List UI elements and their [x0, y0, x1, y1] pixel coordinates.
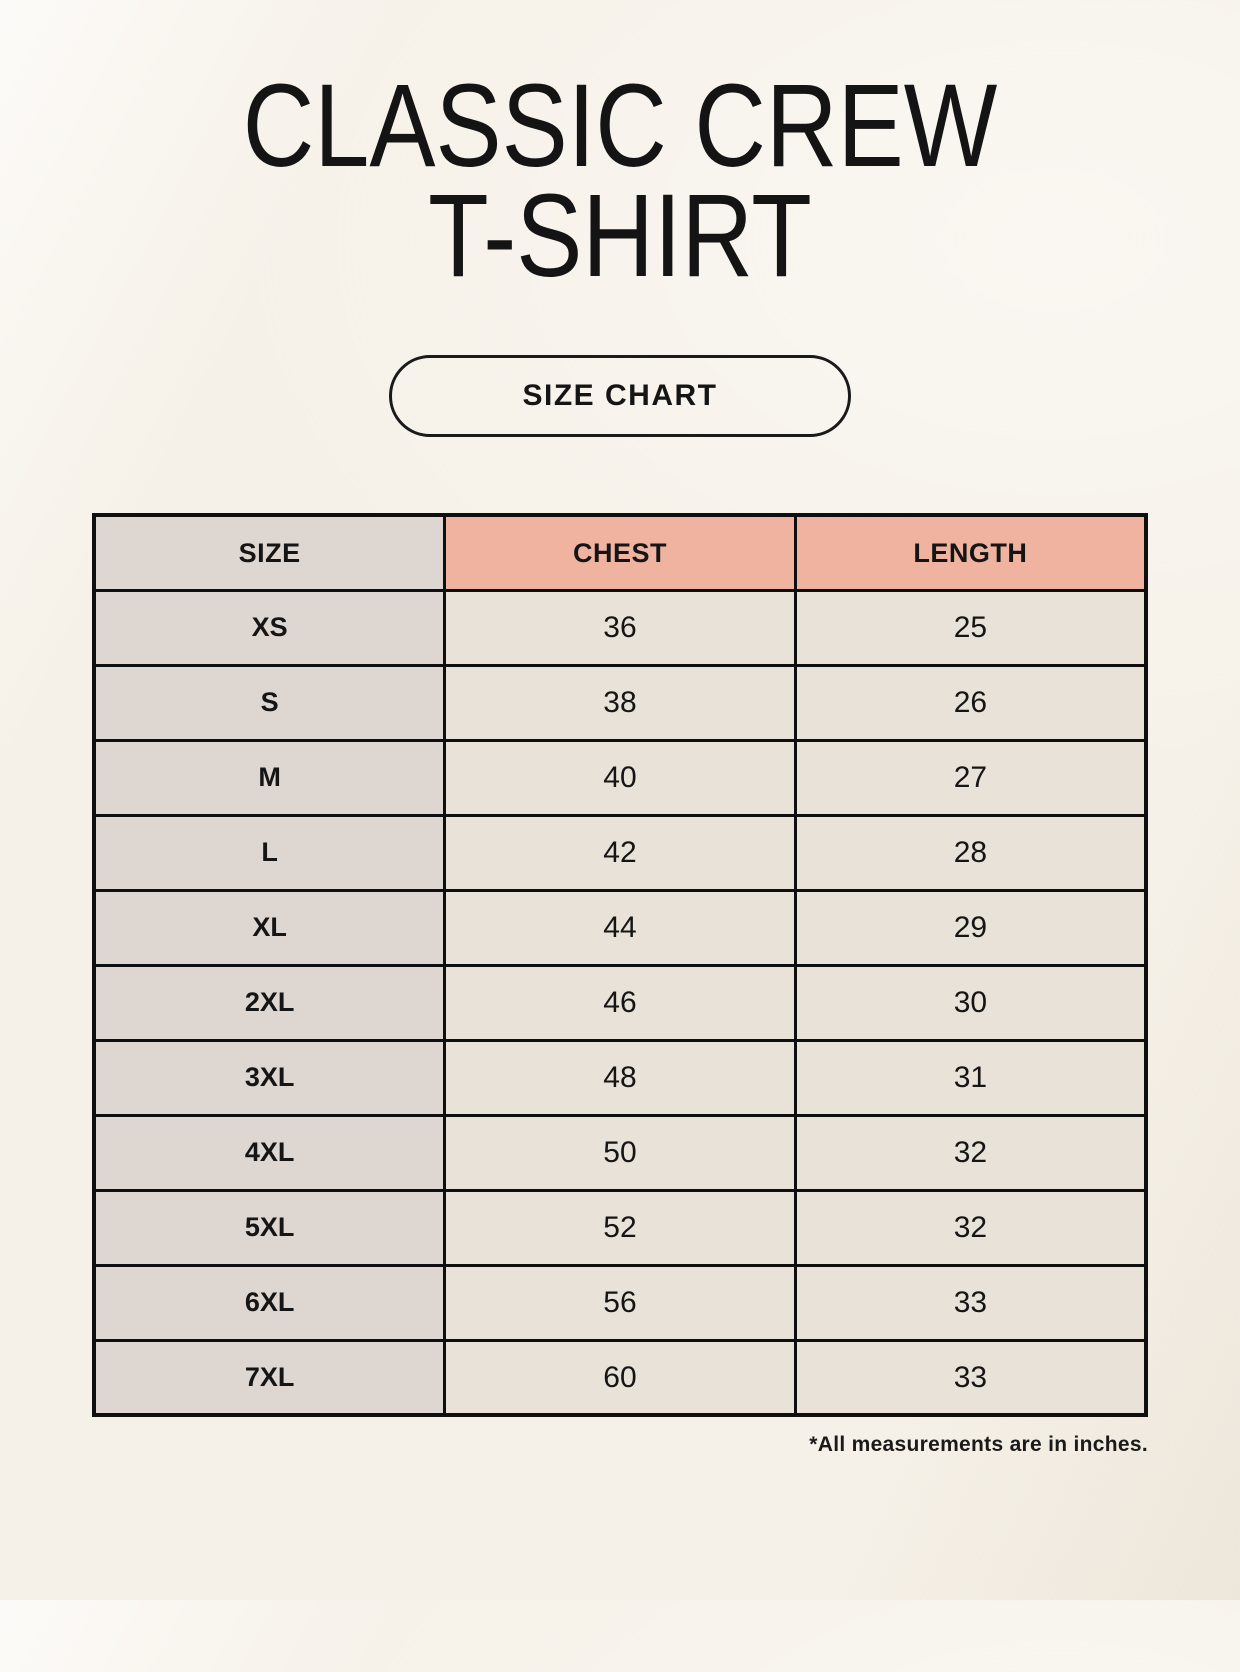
table-row: 3XL 48 31	[92, 1038, 1148, 1117]
length-value: 25	[793, 588, 1148, 667]
chest-value: 46	[443, 963, 797, 1042]
length-value: 26	[793, 663, 1148, 742]
table-row: XS 36 25	[92, 588, 1148, 667]
table-row: M 40 27	[92, 738, 1148, 817]
chest-value: 40	[443, 738, 797, 817]
chest-value: 36	[443, 588, 797, 667]
length-value: 33	[793, 1338, 1148, 1417]
size-chart-table: SIZE CHEST LENGTH XS 36 25 S 38 26 M	[92, 513, 1148, 1418]
table-row: 6XL 56 33	[92, 1263, 1148, 1342]
table-row: 2XL 46 30	[92, 963, 1148, 1042]
chest-value: 50	[443, 1113, 797, 1192]
table-row: S 38 26	[92, 663, 1148, 742]
table-row: L 42 28	[92, 813, 1148, 892]
page-title: CLASSIC CREW T-SHIRT	[99, 60, 1141, 302]
size-label: 7XL	[92, 1338, 447, 1417]
table-row: 7XL 60 33	[92, 1338, 1148, 1417]
measurements-footnote: *All measurements are in inches.	[809, 1433, 1148, 1457]
length-value: 28	[793, 813, 1148, 892]
chest-value: 56	[443, 1263, 797, 1342]
size-chart-table-container: SIZE CHEST LENGTH XS 36 25 S 38 26 M	[92, 513, 1148, 1418]
table-row: 4XL 50 32	[92, 1113, 1148, 1192]
size-label: M	[92, 738, 447, 817]
column-header-size: SIZE	[92, 513, 447, 592]
column-header-chest: CHEST	[443, 513, 797, 592]
length-value: 29	[793, 888, 1148, 967]
table-row: 5XL 52 32	[92, 1188, 1148, 1267]
length-value: 32	[793, 1113, 1148, 1192]
length-value: 32	[793, 1188, 1148, 1267]
length-value: 27	[793, 738, 1148, 817]
chest-value: 38	[443, 663, 797, 742]
chest-value: 52	[443, 1188, 797, 1267]
page-title-line2: T-SHIRT	[428, 169, 812, 302]
size-label: 3XL	[92, 1038, 447, 1117]
chest-value: 42	[443, 813, 797, 892]
size-label: 5XL	[92, 1188, 447, 1267]
size-label: XL	[92, 888, 447, 967]
size-label: 4XL	[92, 1113, 447, 1192]
length-value: 31	[793, 1038, 1148, 1117]
size-chart-badge[interactable]: SIZE CHART	[389, 355, 851, 438]
chest-value: 60	[443, 1338, 797, 1417]
table-row: XL 44 29	[92, 888, 1148, 967]
size-label: S	[92, 663, 447, 742]
size-label: L	[92, 813, 447, 892]
page-title-line1: CLASSIC CREW	[242, 60, 998, 192]
size-label: 2XL	[92, 963, 447, 1042]
size-label: XS	[92, 588, 447, 667]
length-value: 30	[793, 963, 1148, 1042]
chest-value: 44	[443, 888, 797, 967]
column-header-length: LENGTH	[793, 513, 1148, 592]
chest-value: 48	[443, 1038, 797, 1117]
size-label: 6XL	[92, 1263, 447, 1342]
size-chart-page: CLASSIC CREW T-SHIRT SIZE CHART SIZE CHE…	[0, 60, 1240, 1672]
length-value: 33	[793, 1263, 1148, 1342]
table-header-row: SIZE CHEST LENGTH	[92, 513, 1148, 592]
badge-container: SIZE CHART	[0, 355, 1240, 438]
